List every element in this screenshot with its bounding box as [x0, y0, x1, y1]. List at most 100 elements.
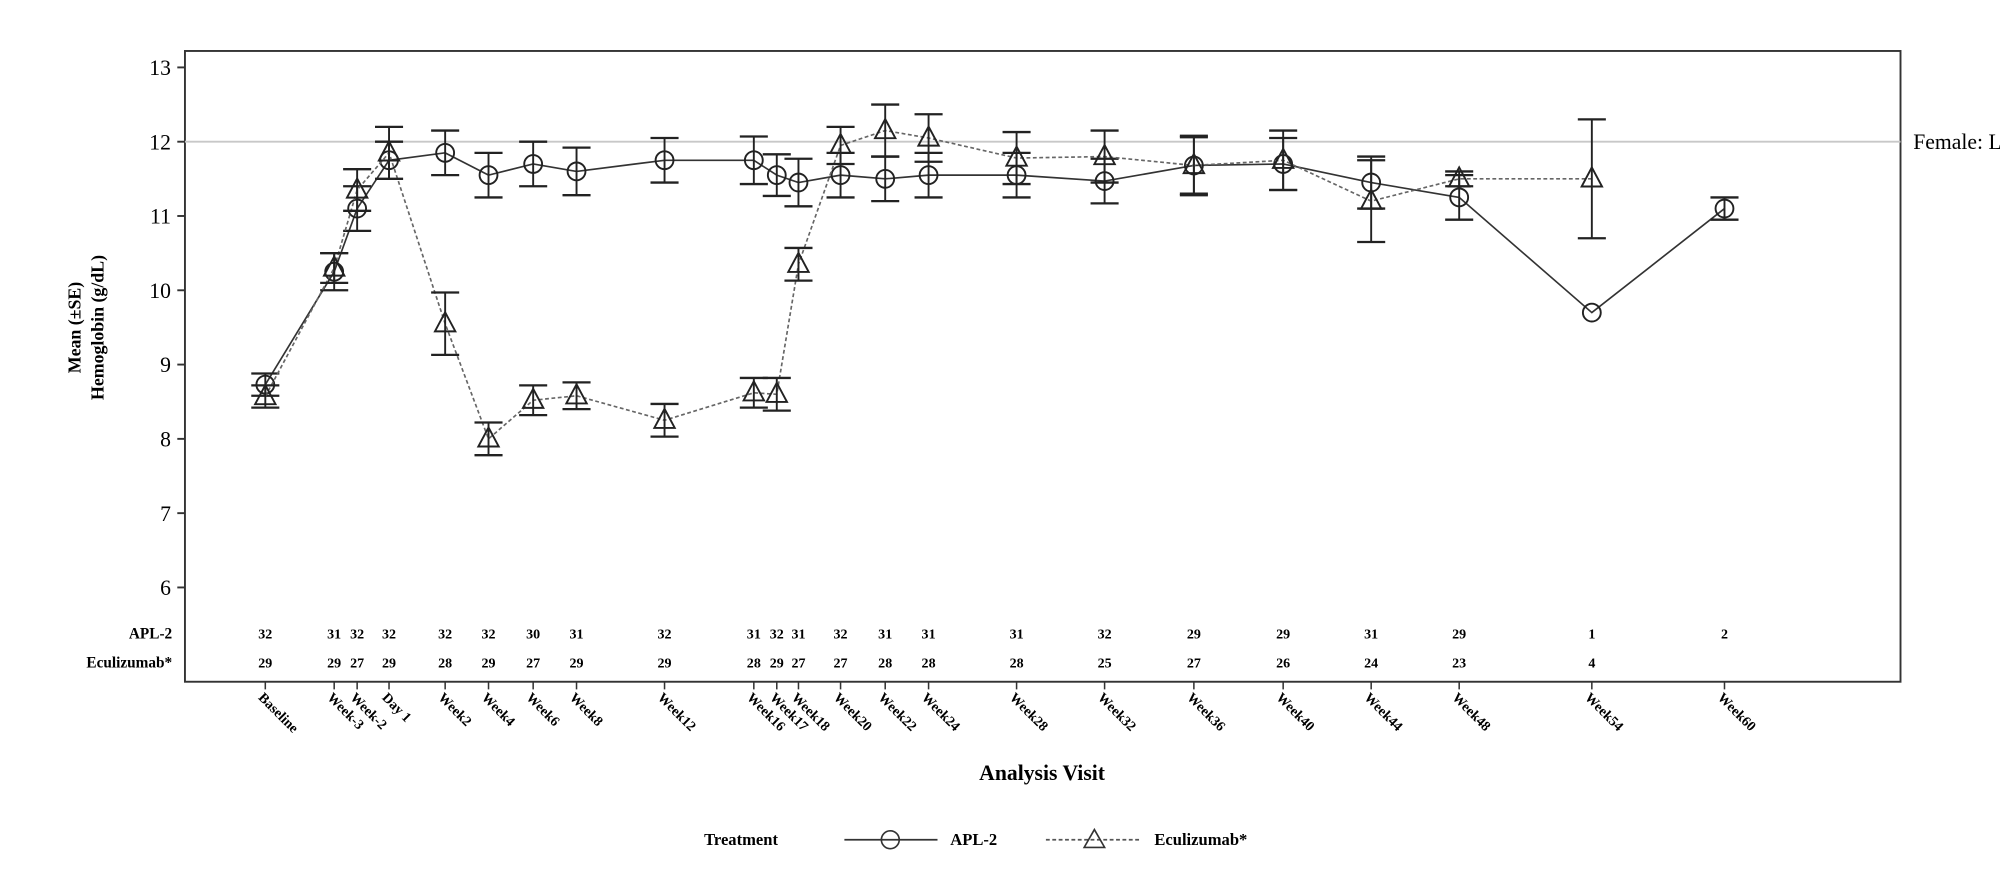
data-point-triangle: [1182, 151, 1206, 175]
y-tick-label: 13: [149, 56, 171, 80]
data-point-triangle: [786, 250, 811, 273]
count-value: 31: [878, 627, 892, 642]
legend-title: Treatment: [704, 830, 778, 849]
count-value: 31: [747, 627, 761, 642]
x-tick-label: Week32: [1094, 691, 1138, 735]
count-value: 32: [382, 627, 396, 642]
count-row-label: APL-2: [129, 625, 172, 642]
count-value: 27: [791, 657, 805, 672]
y-tick-label: 9: [160, 353, 171, 377]
y-tick-label: 7: [160, 502, 171, 526]
data-point-triangle: [253, 383, 278, 406]
data-point-circle: [830, 165, 851, 186]
x-tick-label: Week24: [918, 691, 962, 735]
data-point-circle: [1714, 198, 1735, 219]
y-tick-label: 10: [149, 279, 171, 303]
x-tick-label: Baseline: [255, 691, 301, 737]
x-tick-label: Week12: [654, 691, 698, 735]
count-value: 23: [1452, 657, 1466, 672]
data-point-triangle: [1359, 187, 1383, 210]
y-axis-label-line1: Mean (±SE): [64, 282, 85, 374]
count-value: 31: [1364, 627, 1378, 642]
x-tick-label: Week44: [1361, 691, 1405, 735]
count-value: 29: [1452, 627, 1466, 642]
count-value: 29: [570, 657, 584, 672]
data-point-triangle: [916, 124, 941, 147]
y-axis-label-line2: Hemoglobin (g/dL): [87, 255, 108, 400]
data-point-triangle: [764, 380, 789, 403]
data-point-triangle: [652, 406, 677, 429]
count-value: 4: [1588, 657, 1595, 672]
count-value: 31: [570, 627, 584, 642]
x-tick-label: Week2: [435, 691, 474, 730]
x-tick-label: Week54: [1581, 691, 1625, 735]
count-value: 28: [747, 657, 761, 672]
data-point-triangle: [564, 382, 589, 405]
series-line: [264, 129, 1592, 441]
count-value: 29: [327, 657, 341, 672]
data-point-circle: [743, 150, 764, 171]
count-value: 31: [327, 627, 341, 642]
data-point-triangle: [521, 386, 545, 409]
x-tick-label: Week4: [478, 691, 517, 730]
data-point-triangle: [433, 310, 457, 333]
data-point-triangle: [873, 117, 898, 140]
count-value: 1: [1588, 627, 1595, 642]
series-apl2: [251, 129, 1739, 397]
count-value: 26: [1276, 657, 1290, 672]
data-point-circle: [523, 154, 544, 174]
series-eculizumab: [251, 103, 1606, 457]
data-point-triangle: [742, 379, 766, 402]
data-point-triangle: [377, 139, 401, 162]
count-value: 32: [482, 627, 496, 642]
y-tick-label: 11: [150, 205, 171, 229]
data-point-triangle: [345, 176, 369, 199]
data-point-triangle: [1004, 144, 1029, 167]
data-point-triangle: [1580, 165, 1604, 188]
x-tick-label: Week48: [1449, 691, 1493, 735]
count-value: 29: [482, 657, 496, 672]
reference-line-label: Female: LLN: [1913, 130, 2000, 154]
x-tick-label: Week22: [875, 691, 919, 735]
count-value: 32: [770, 627, 784, 642]
count-value: 32: [1098, 627, 1112, 642]
data-point-triangle: [476, 425, 501, 448]
count-value: 29: [1187, 627, 1201, 642]
data-point-circle: [766, 165, 787, 186]
count-value: 32: [438, 627, 452, 642]
data-point-triangle: [828, 131, 853, 155]
y-tick-label: 6: [160, 576, 171, 600]
count-value: 29: [382, 657, 396, 672]
data-point-circle: [654, 150, 675, 171]
legend-label-apl2: APL-2: [950, 830, 997, 849]
data-point-triangle: [1447, 165, 1471, 188]
count-row-label: Eculizumab*: [86, 655, 172, 672]
count-value: 28: [878, 657, 892, 672]
x-tick-label: Week60: [1714, 691, 1758, 735]
count-value: 27: [834, 657, 848, 672]
x-tick-label: Week36: [1183, 691, 1227, 735]
count-value: 31: [791, 627, 805, 642]
x-tick-label: Week40: [1273, 691, 1317, 735]
count-value: 32: [658, 627, 672, 642]
x-tick-label: Week28: [1006, 691, 1050, 735]
count-value: 27: [526, 657, 540, 672]
data-point-circle: [1449, 187, 1470, 208]
x-tick-label: Week8: [566, 691, 605, 730]
count-value: 31: [1010, 627, 1024, 642]
legend: Treatment APL-2 Eculizumab*: [704, 827, 1247, 850]
count-value: 29: [258, 657, 272, 672]
data-point-circle: [788, 172, 809, 193]
y-tick-label: 12: [149, 130, 171, 154]
data-point-triangle: [322, 254, 346, 277]
count-value: 32: [834, 627, 848, 642]
data-point-circle: [566, 161, 587, 182]
x-axis-label: Analysis Visit: [979, 761, 1106, 785]
count-value: 29: [770, 657, 784, 672]
count-value: 28: [1010, 657, 1024, 672]
legend-marker-triangle: [1082, 827, 1107, 849]
count-value: 32: [350, 627, 364, 642]
data-point-circle: [918, 165, 939, 186]
legend-marker-circle: [880, 830, 901, 850]
count-value: 29: [658, 657, 672, 672]
